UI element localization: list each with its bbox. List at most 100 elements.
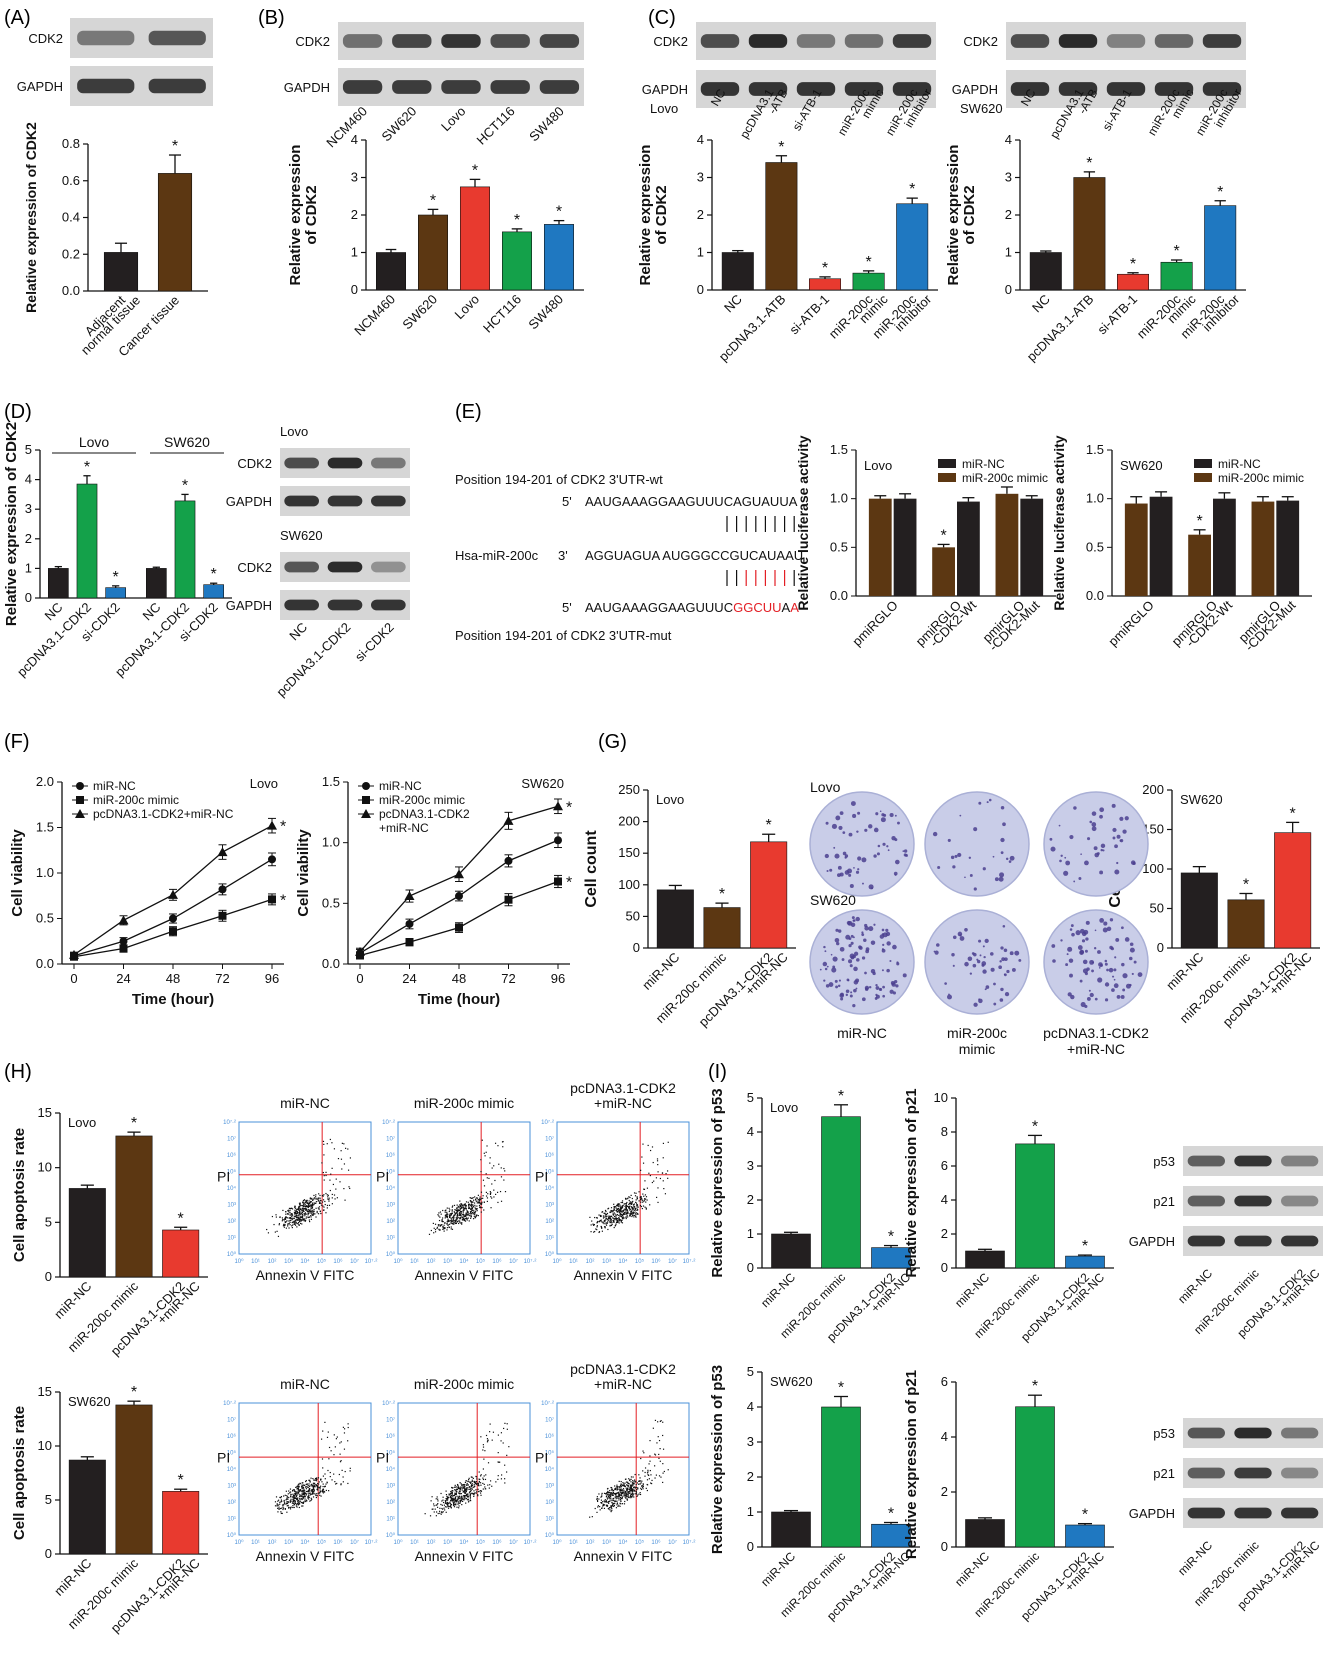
- panel-g-colony: [881, 948, 884, 951]
- panel-h-facs-event: [304, 1492, 306, 1494]
- panel-h-facs-event: [303, 1207, 305, 1210]
- panel-h-facs-event: [487, 1484, 489, 1486]
- panel-h-facs-event: [463, 1216, 465, 1218]
- panel-h-facs-event: [347, 1440, 349, 1442]
- panel-h-facs-event: [468, 1477, 470, 1479]
- panel-h-facs-event: [485, 1195, 488, 1197]
- panel-g-colony: [822, 961, 828, 967]
- panel-h-facs-event: [457, 1500, 459, 1502]
- panel-h-facs-event: [348, 1186, 350, 1188]
- panel-h-facs-event: [302, 1494, 304, 1496]
- panel-c-left-y-axis-label: of CDK2: [653, 185, 670, 244]
- panel-h-facs-event: [316, 1485, 319, 1487]
- panel-g-colony: [881, 928, 885, 932]
- panel-f-right-data-point: [405, 919, 414, 928]
- panel-g-colony: [1119, 839, 1124, 843]
- panel-h-facs-event: [295, 1209, 298, 1211]
- panel-h-facs-event: [616, 1218, 618, 1220]
- panel-h-facs-event: [303, 1488, 305, 1490]
- panel-h-facs-event: [662, 1472, 664, 1474]
- panel-g-colony: [841, 958, 845, 961]
- panel-h-facs-y-tick: 10⁷·²: [382, 1400, 395, 1407]
- panel-g-colony: [978, 801, 982, 805]
- panel-g-colony: [889, 813, 894, 818]
- panel-h-facs-event: [293, 1222, 295, 1224]
- panel-h-facs-event: [618, 1499, 620, 1501]
- panel-h-facs-event: [443, 1504, 446, 1506]
- panel-h-facs-event: [461, 1223, 463, 1225]
- panel-g-right-y-tick-label: 0: [1157, 940, 1164, 955]
- panel-h-facs-event: [634, 1195, 637, 1197]
- panel-h-facs-event: [315, 1480, 318, 1482]
- panel-h-facs-event: [459, 1500, 461, 1502]
- panel-h-facs-event: [604, 1226, 606, 1228]
- panel-e-mirna-prefix: 3': [558, 548, 568, 563]
- panel-g-colony: [1089, 820, 1093, 824]
- panel-g-colony: [1108, 967, 1114, 973]
- panel-h-facs-event: [306, 1202, 308, 1205]
- panel-h-facs-event: [299, 1490, 302, 1492]
- panel-h-facs-event: [285, 1227, 287, 1229]
- panel-h-facs-event: [458, 1492, 460, 1494]
- panel-h-facs-event: [655, 1177, 658, 1179]
- panel-h-facs-event: [617, 1210, 619, 1212]
- panel-h-facs-title: miR-NC: [280, 1095, 330, 1111]
- panel-h-facs-event: [455, 1222, 457, 1225]
- panel-d-lane-label: si-CDK2: [352, 620, 397, 665]
- panel-h-facs-event: [458, 1498, 460, 1500]
- panel-h-facs-event: [616, 1220, 618, 1222]
- panel-h-facs-event: [628, 1196, 630, 1198]
- panel-h-facs-x-tick: 10⁶: [651, 1539, 661, 1546]
- panel-h-facs-event: [311, 1205, 313, 1207]
- panel-g-colony: [887, 849, 890, 852]
- panel-h-facs-event: [452, 1222, 454, 1225]
- panel-g-colony: [831, 823, 837, 829]
- panel-g-left-category-label: miR-NC: [639, 950, 682, 993]
- panel-h-facs-event: [297, 1221, 300, 1224]
- panel-h-facs-event: [284, 1221, 286, 1223]
- panel-h-facs-event: [312, 1478, 314, 1480]
- panel-h-facs-x-tick: 10⁶: [492, 1258, 502, 1265]
- panel-f-right-x-axis-label: Time (hour): [418, 991, 500, 1008]
- panel-h-facs-event: [636, 1204, 638, 1206]
- panel-h-facs-event: [606, 1218, 608, 1220]
- panel-h-facs-event: [307, 1211, 309, 1213]
- panel-h-facs-event: [452, 1220, 454, 1222]
- panel-h-facs-event: [321, 1194, 323, 1197]
- panel-h-facs-event: [458, 1206, 460, 1209]
- panel-h-facs-event: [438, 1510, 441, 1512]
- panel-h-facs-event: [646, 1489, 648, 1492]
- panel-h-facs-event: [322, 1492, 325, 1494]
- panel-d-0-blot-band: [327, 457, 363, 469]
- panel-g-colony: [824, 967, 828, 971]
- panel-e-right-legend-swatch: [1194, 459, 1212, 468]
- panel-h-facs-event: [305, 1209, 307, 1211]
- panel-h-facs-event: [639, 1493, 642, 1496]
- panel-h-facs-y-tick: 10⁷·²: [382, 1119, 395, 1126]
- panel-h-facs-event: [297, 1216, 299, 1218]
- panel-h-facs-event: [313, 1203, 315, 1206]
- panel-h-facs-event: [307, 1206, 309, 1208]
- panel-h-facs-event: [475, 1492, 477, 1494]
- panel-h-facs-event: [279, 1507, 282, 1510]
- panel-g-colony: [1000, 987, 1004, 992]
- panel-h-facs-event: [624, 1208, 626, 1210]
- panel-h-facs-event: [470, 1481, 472, 1483]
- panel-g-colony: [863, 938, 867, 943]
- panel-i-top-blot-band: [1187, 1195, 1225, 1207]
- panel-h-facs-event: [492, 1431, 495, 1433]
- panel-h-facs-event: [658, 1439, 661, 1442]
- panel-h-facs-event: [604, 1221, 606, 1223]
- panel-h-facs-event: [457, 1220, 459, 1222]
- panel-h-facs-x-tick: 10⁷: [350, 1258, 359, 1265]
- panel-g-colony: [848, 873, 852, 877]
- panel-h-facs-event: [475, 1475, 477, 1478]
- panel-e-right-legend-label: miR-200c mimic: [1218, 471, 1304, 485]
- panel-h-facs-event: [621, 1200, 624, 1202]
- panel-g-colony: [982, 945, 985, 948]
- panel-h-facs-event: [450, 1213, 453, 1215]
- panel-h-facs-x-tick: 10⁷: [668, 1258, 677, 1265]
- panel-h-facs-event: [330, 1450, 332, 1452]
- panel-h-facs-event: [608, 1215, 610, 1217]
